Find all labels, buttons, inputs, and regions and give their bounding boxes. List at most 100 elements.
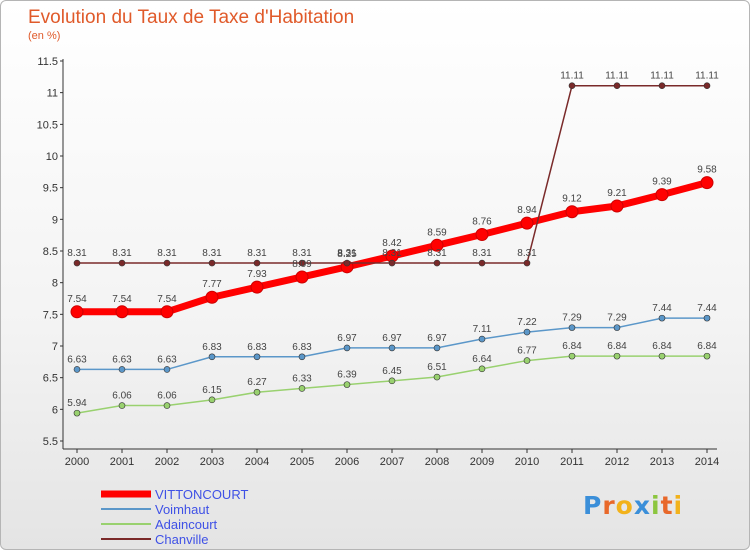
series-layer	[70, 82, 714, 417]
x-tick-label: 2010	[515, 456, 539, 468]
data-label-chanville: 8.31	[202, 248, 222, 259]
x-tick-label: 2012	[605, 456, 629, 468]
data-label-voimhaut: 6.63	[157, 354, 177, 365]
data-point-vittoncourt	[565, 205, 579, 219]
legend-label: Adaincourt	[155, 517, 218, 532]
data-point-adaincourt	[343, 381, 351, 388]
data-label-vittoncourt: 7.54	[157, 294, 177, 305]
x-tick-label: 2005	[290, 456, 314, 468]
data-label-adaincourt: 6.45	[382, 366, 402, 377]
x-tick-label: 2004	[245, 456, 269, 468]
data-point-voimhaut	[703, 314, 711, 322]
x-tick-label: 2011	[560, 456, 584, 468]
series-line-chanville	[76, 84, 708, 264]
data-point-chanville	[73, 259, 81, 267]
data-point-adaincourt	[163, 402, 171, 409]
x-tick-label: 2006	[335, 456, 359, 468]
x-tick-label: 2001	[110, 456, 134, 468]
data-point-voimhaut	[388, 344, 396, 352]
data-point-vittoncourt	[655, 188, 669, 202]
data-point-chanville	[343, 259, 351, 267]
data-point-chanville	[298, 259, 306, 267]
data-point-voimhaut	[523, 328, 531, 336]
data-label-chanville: 8.31	[427, 248, 447, 259]
data-label-vittoncourt: 9.39	[652, 177, 672, 188]
data-point-chanville	[253, 259, 261, 267]
legend-label: Voimhaut	[155, 502, 210, 517]
data-label-vittoncourt: 8.59	[427, 227, 447, 238]
data-label-adaincourt: 5.94	[67, 398, 87, 409]
data-point-voimhaut	[343, 344, 351, 352]
data-point-chanville	[388, 259, 396, 267]
chart-title: Evolution du Taux de Taxe d'Habitation	[28, 7, 355, 28]
data-point-vittoncourt	[700, 176, 714, 190]
legend-label: Chanville	[155, 532, 208, 547]
logo-letter: P	[583, 491, 603, 520]
y-tick-label: 6.5	[43, 373, 58, 385]
data-label-voimhaut: 6.63	[112, 354, 132, 365]
data-point-vittoncourt	[250, 280, 264, 294]
x-tick-label: 2014	[695, 456, 719, 468]
y-tick-label: 7.5	[43, 309, 58, 321]
logo-letter: t	[660, 491, 674, 520]
logo-letter: i	[651, 491, 661, 520]
x-tick-label: 2000	[65, 456, 89, 468]
data-point-adaincourt	[118, 402, 126, 409]
data-label-vittoncourt: 9.21	[607, 188, 627, 199]
data-label-vittoncourt: 9.12	[562, 194, 582, 205]
data-point-chanville	[523, 259, 531, 267]
data-label-adaincourt: 6.06	[112, 391, 132, 402]
data-label-voimhaut: 7.11	[473, 324, 492, 335]
data-point-voimhaut	[73, 366, 81, 373]
data-point-vittoncourt	[115, 305, 129, 319]
data-point-chanville	[478, 259, 486, 267]
data-label-chanville: 8.31	[112, 248, 132, 259]
data-point-vittoncourt	[205, 290, 219, 304]
x-tick-label: 2007	[380, 456, 404, 468]
data-point-chanville	[703, 82, 711, 89]
data-point-chanville	[658, 82, 666, 89]
data-label-chanville: 8.31	[292, 248, 312, 259]
data-point-adaincourt	[433, 373, 441, 381]
y-tick-label: 9	[52, 214, 58, 226]
data-label-chanville: 8.31	[67, 248, 87, 259]
data-label-chanville: 8.31	[472, 248, 492, 259]
y-tick-label: 5.5	[43, 436, 58, 448]
data-label-chanville: 8.31	[517, 248, 537, 259]
data-label-adaincourt: 6.51	[427, 362, 447, 373]
data-label-vittoncourt: 7.77	[202, 279, 222, 290]
logo-letter: x	[633, 491, 651, 520]
data-label-adaincourt: 6.84	[607, 341, 627, 352]
data-label-adaincourt: 6.64	[472, 354, 492, 365]
data-label-adaincourt: 6.84	[652, 341, 672, 352]
data-point-chanville	[433, 259, 441, 267]
data-point-adaincourt	[73, 409, 81, 417]
data-label-vittoncourt: 7.93	[247, 269, 267, 280]
data-label-voimhaut: 7.44	[697, 303, 717, 314]
data-point-adaincourt	[568, 352, 576, 360]
data-label-voimhaut: 7.22	[517, 317, 537, 328]
y-tick-label: 10	[46, 151, 58, 163]
y-tick-label: 8.5	[43, 246, 58, 258]
data-point-vittoncourt	[70, 305, 84, 319]
data-point-adaincourt	[388, 377, 396, 385]
data-label-chanville: 11.11	[695, 71, 719, 82]
y-tick-label: 8	[52, 278, 58, 290]
y-tick-label: 7	[52, 341, 58, 353]
data-point-vittoncourt	[520, 216, 534, 230]
data-label-voimhaut: 6.97	[427, 333, 447, 344]
chart-subtitle: (en %)	[28, 30, 61, 42]
data-label-vittoncourt: 7.54	[112, 294, 132, 305]
x-tick-label: 2002	[155, 456, 179, 468]
y-tick-label: 6	[52, 404, 58, 416]
data-point-voimhaut	[568, 324, 576, 331]
data-point-vittoncourt	[610, 199, 624, 213]
data-label-voimhaut: 7.29	[607, 313, 627, 324]
data-point-voimhaut	[208, 353, 216, 361]
data-point-adaincourt	[478, 365, 486, 373]
logo-letter: r	[602, 491, 616, 520]
data-label-chanville: 8.31	[382, 248, 402, 259]
